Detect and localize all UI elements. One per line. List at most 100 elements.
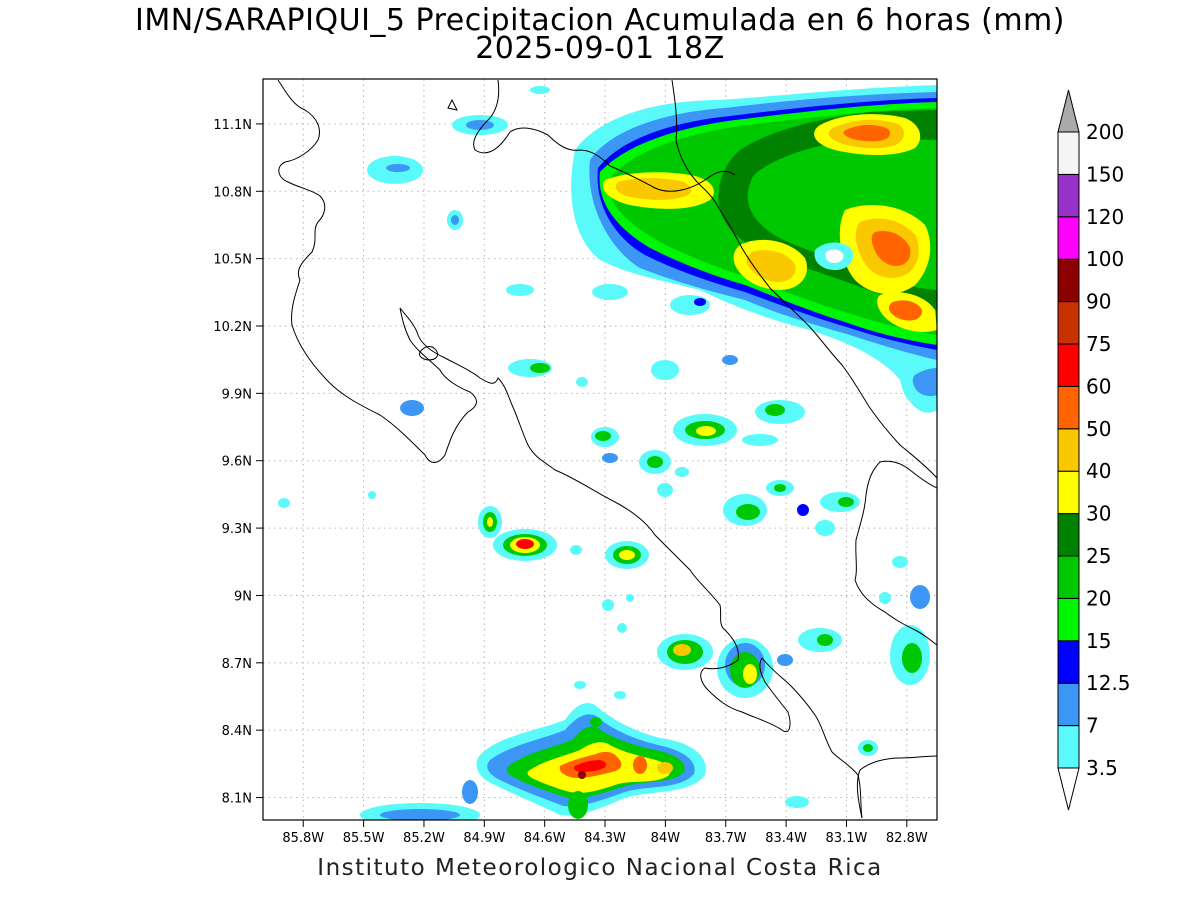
precip-cell-light	[879, 592, 891, 604]
colorbar-segment	[1057, 597, 1080, 642]
precip-cell-light	[675, 467, 689, 477]
lat-tick-label: 10.8N	[213, 185, 252, 200]
coastlines-and-borders	[277, 79, 937, 819]
lat-tick-label: 8.7N	[222, 657, 252, 672]
precip-cell-moderate	[838, 497, 854, 507]
colorbar-segment	[1057, 513, 1080, 557]
precip-cell-moderate	[902, 643, 922, 673]
precip-cell-light	[617, 623, 627, 633]
precip-cell-light	[530, 86, 550, 94]
colorbar-legend: 3.5 7 12.5 15 20 25 30 40 50 60 75 90 100 120 150 200	[1057, 89, 1131, 811]
precip-cell-moderate	[736, 504, 760, 520]
precip-cell-light	[576, 377, 588, 387]
colorbar-label: 20	[1086, 586, 1111, 610]
border-panama-inner	[854, 579, 937, 646]
precip-cluster-south-extra4	[590, 717, 602, 727]
precip-cell-light	[742, 434, 778, 446]
precip-cell-heavy	[619, 550, 635, 560]
colorbar-segment	[1057, 725, 1080, 769]
lat-tick-label: 10.2N	[213, 320, 252, 335]
precip-cell-light	[651, 360, 679, 380]
lat-tick-label: 10.5N	[213, 253, 252, 268]
precip-cell-heavy	[696, 426, 716, 436]
border-panama-north	[854, 460, 937, 581]
precip-cell-light	[574, 681, 586, 689]
coastline-golfo-dulce	[761, 657, 863, 819]
lon-tick-label: 85.5W	[343, 831, 385, 846]
coastline-caribbean	[671, 79, 937, 479]
map-area: 85.8W 85.5W 85.2W 84.9W 84.6W 84.3W 84W 83.7W 83…	[213, 78, 938, 846]
precip-cell-ne-50a	[843, 124, 891, 142]
lat-tick-label: 9.3N	[222, 522, 252, 537]
precip-cell-light	[815, 520, 835, 536]
colorbar-label: 3.5	[1086, 756, 1118, 780]
lat-tick-label: 9.6N	[222, 455, 252, 470]
precip-cell-light	[670, 295, 710, 315]
precip-cell-light	[386, 164, 410, 172]
precip-cell-moderate	[530, 363, 550, 373]
colorbar-over-arrow	[1057, 89, 1080, 133]
precip-cell-light	[910, 585, 930, 609]
colorbar-label: 7	[1086, 714, 1099, 738]
precip-cell-light	[614, 691, 626, 699]
precip-cell-moderate	[774, 484, 786, 492]
colorbar-label: 40	[1086, 459, 1111, 483]
precip-cell-light	[657, 483, 673, 497]
border-nicaragua	[473, 79, 736, 192]
lon-tick-label: 85.8W	[282, 831, 324, 846]
colorbar-segment	[1057, 173, 1080, 218]
colorbar-label: 50	[1086, 417, 1111, 441]
colorbar-label: 75	[1086, 332, 1111, 356]
lon-tick-label: 84.6W	[524, 831, 566, 846]
colorbar-label: 100	[1086, 247, 1124, 271]
precip-cell-light	[400, 400, 424, 416]
lon-tick-label: 83.4W	[765, 831, 807, 846]
footer-credit: Instituto Meteorologico Nacional Costa R…	[317, 855, 883, 881]
precip-cell-light	[592, 284, 628, 300]
colorbar-label: 200	[1086, 120, 1124, 144]
map-frame	[262, 78, 938, 821]
precip-cell-heavy	[673, 644, 691, 656]
precip-cell-light	[785, 796, 809, 808]
colorbar-segment	[1057, 640, 1080, 684]
precip-cell-moderate	[817, 634, 833, 646]
coastline-osa	[700, 657, 791, 733]
lon-tick-label: 85.2W	[403, 831, 445, 846]
colorbar-under-arrow	[1057, 767, 1080, 811]
colorbar-label: 25	[1086, 544, 1111, 568]
lat-tick-label: 9.9N	[222, 387, 252, 402]
lat-tick-label: 9N	[234, 589, 252, 604]
precip-cell-light	[570, 545, 582, 555]
colorbar-label: 12.5	[1086, 671, 1131, 695]
precip-cell-light	[777, 654, 793, 666]
colorbar-segment	[1057, 385, 1080, 430]
colorbar-segment	[1057, 470, 1080, 515]
precip-cell-light	[602, 599, 614, 611]
precip-cell-light	[797, 504, 809, 516]
lon-tick-label: 82.8W	[886, 831, 928, 846]
lon-tick-label: 84.9W	[463, 831, 505, 846]
colorbar-label: 120	[1086, 205, 1124, 229]
colorbar-segment	[1057, 343, 1080, 387]
colorbar-label: 15	[1086, 629, 1111, 653]
colorbar-segment	[1057, 258, 1080, 303]
precip-cell-light	[506, 284, 534, 296]
coastline-small-island	[447, 98, 458, 111]
precip-cell-heavy	[487, 517, 493, 527]
precip-cell-light	[451, 215, 459, 225]
lat-tick-label: 8.4N	[222, 724, 252, 739]
colorbar-label: 60	[1086, 374, 1111, 398]
border-panama	[856, 755, 937, 819]
colorbar-segment	[1057, 555, 1080, 599]
precip-cell-light	[694, 298, 706, 306]
lon-tick-label: 83.7W	[705, 831, 747, 846]
precip-cell-light-7	[380, 809, 460, 820]
colorbar-label: 90	[1086, 290, 1111, 314]
precip-cell-moderate	[863, 744, 873, 752]
precip-cell-ne-50d	[888, 300, 923, 321]
colorbar-label: 30	[1086, 502, 1111, 526]
coastline-island-nicoya	[419, 346, 439, 361]
colorbar-segment	[1057, 131, 1080, 175]
precip-cell-light	[602, 453, 618, 463]
lon-tick-label: 84W	[651, 831, 681, 846]
